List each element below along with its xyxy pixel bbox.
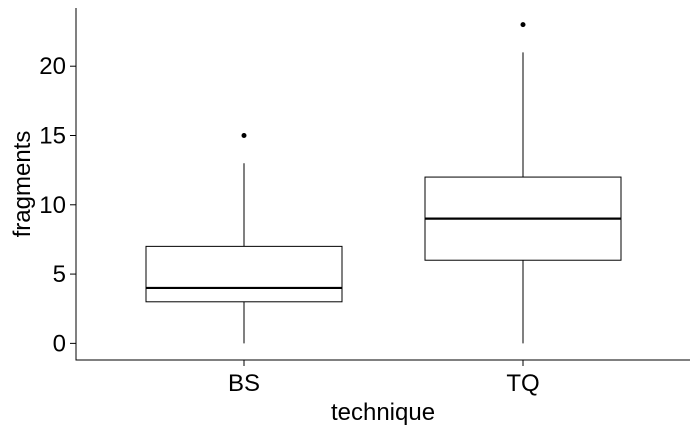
axes (75, 8, 690, 361)
box-bs (145, 132, 343, 344)
x-ticks: BS TQ (228, 360, 540, 397)
y-tick-label: 5 (53, 261, 66, 288)
outlier-point (520, 22, 526, 28)
iqr-box (145, 245, 343, 303)
outlier-point (241, 132, 247, 138)
y-axis-title: fragments (9, 131, 36, 238)
boxes (145, 22, 622, 344)
x-tick-label: TQ (506, 370, 539, 397)
y-tick-label: 10 (39, 192, 66, 219)
x-axis-title: technique (331, 399, 435, 426)
y-tick-label: 0 (53, 330, 66, 357)
y-tick-label: 15 (39, 122, 66, 149)
y-ticks: 0 5 10 15 20 (39, 53, 76, 357)
y-tick-label: 20 (39, 53, 66, 80)
x-tick-label: BS (228, 370, 260, 397)
box-tq (424, 22, 622, 344)
